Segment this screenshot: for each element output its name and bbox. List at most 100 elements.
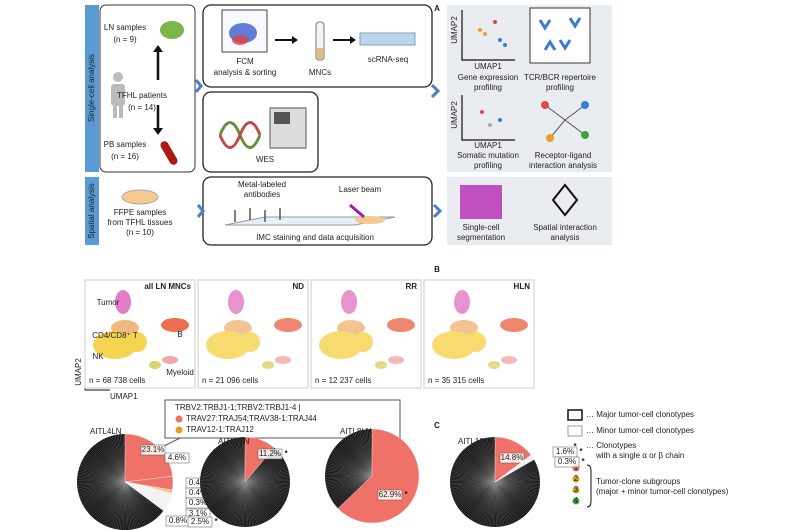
legend-key (567, 409, 583, 421)
divider (494, 481, 526, 516)
divider (465, 447, 496, 483)
divider (244, 481, 269, 521)
divider (77, 481, 126, 486)
divider (105, 481, 126, 526)
divider (244, 481, 261, 525)
umap-cluster (454, 290, 470, 314)
divider (494, 480, 540, 483)
divider (325, 475, 373, 478)
label: all LN MNCs (144, 282, 191, 291)
divider (203, 481, 246, 499)
divider (494, 481, 510, 525)
divider (455, 481, 496, 504)
divider (494, 481, 540, 486)
divider (91, 481, 126, 517)
divider (467, 446, 496, 483)
divider (200, 472, 246, 483)
divider (124, 481, 127, 530)
divider (482, 481, 496, 526)
umap-cluster (387, 318, 415, 332)
divider (459, 481, 496, 510)
divider (244, 481, 288, 498)
divider (244, 481, 290, 490)
value-label: 23.1% (142, 445, 165, 454)
divider (460, 452, 496, 483)
divider (77, 475, 126, 483)
divider (352, 433, 373, 477)
label: (n = 9) (113, 35, 137, 44)
divider (124, 481, 159, 517)
divider (494, 481, 500, 527)
label: profiling (546, 83, 574, 92)
label: A (434, 4, 440, 13)
divider (479, 439, 496, 483)
divider (479, 481, 496, 525)
label: Spatial analysis (87, 183, 96, 239)
umap-cluster (375, 361, 387, 369)
divider (244, 481, 264, 524)
divider (329, 455, 373, 477)
divider (124, 481, 131, 530)
divider (370, 429, 373, 477)
divider (108, 481, 126, 528)
divider (223, 442, 246, 483)
divider (339, 442, 373, 477)
divider (118, 434, 126, 483)
divider (327, 475, 373, 493)
divider (494, 481, 535, 504)
label: from TFHL tissues (108, 218, 173, 227)
divider (209, 481, 246, 510)
divider (244, 481, 279, 513)
divider (110, 481, 126, 528)
divider (494, 460, 535, 483)
divider (243, 437, 246, 483)
divider (200, 481, 246, 484)
divider (244, 481, 253, 527)
label: LN samples (104, 23, 146, 32)
label: TRAV12-1:TRAJ12 (186, 425, 254, 434)
divider (336, 475, 373, 508)
value-label: 0.4% (189, 488, 207, 497)
divider (494, 462, 536, 483)
divider (450, 481, 496, 492)
label: FFPE samples (114, 208, 166, 217)
umap-cluster (501, 356, 517, 364)
value-label: 62.9% (379, 490, 402, 499)
divider (494, 481, 512, 524)
dna-icon (218, 121, 262, 149)
divider (342, 438, 373, 477)
label: UMAP1 (474, 62, 502, 71)
divider (494, 481, 538, 497)
divider (77, 481, 126, 484)
divider (244, 462, 286, 483)
divider (83, 481, 126, 507)
divider (235, 481, 246, 527)
divider (228, 440, 246, 483)
divider (238, 437, 246, 483)
umap-cluster (115, 290, 131, 314)
divider (244, 481, 283, 508)
divider (211, 481, 246, 513)
divider (121, 434, 126, 483)
divider (81, 481, 126, 502)
divider (215, 481, 246, 517)
divider (244, 475, 290, 483)
divider (244, 460, 285, 483)
pie-title: AITL12LN (458, 437, 494, 446)
star: * (284, 449, 288, 458)
label-box (499, 452, 525, 464)
divider (329, 456, 373, 477)
divider (244, 481, 252, 527)
divider (123, 481, 126, 530)
divider (200, 475, 246, 483)
label: Somatic mutation (457, 151, 519, 160)
divider (458, 455, 496, 483)
divider (203, 481, 246, 501)
divider (494, 470, 539, 483)
divider (458, 481, 496, 509)
divider (244, 481, 276, 516)
divider (487, 481, 496, 527)
divider (124, 481, 152, 522)
label-box (164, 452, 190, 464)
divider (84, 481, 126, 508)
